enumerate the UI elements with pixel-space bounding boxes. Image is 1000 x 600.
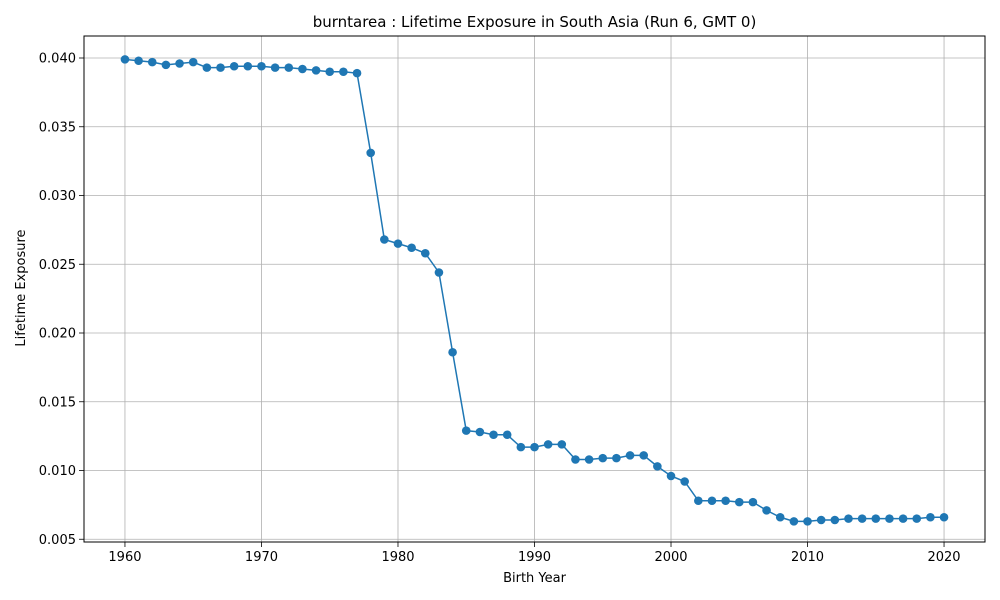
data-point [284,63,294,72]
data-point [475,427,485,437]
data-point [748,497,758,507]
data-point [243,61,253,71]
grid-lines [84,36,985,542]
data-point [229,61,239,71]
x-tick-label: 1990 [518,550,551,565]
plot-frame [83,35,986,543]
data-point [407,243,416,253]
y-tick-label: 0.025 [39,258,76,273]
data-point [871,514,881,523]
data-point [502,430,512,440]
data-point [912,514,922,523]
data-point [339,67,348,77]
data-point [721,496,730,506]
y-tick-label: 0.020 [39,327,76,342]
y-tick-label: 0.015 [39,395,76,410]
data-point [598,453,608,463]
x-axis-ticks: 1960 1970 1980 1990 2000 2010 2020 [108,542,961,565]
data-point [461,426,471,435]
data-point [734,497,744,507]
data-point [188,57,198,67]
data-point [762,506,771,515]
data-point [311,66,321,75]
data-point [175,59,184,68]
data-point [803,517,812,526]
data-point [571,455,580,464]
data-point [543,440,553,449]
y-axis-ticks: 0.005 0.010 0.015 0.020 0.025 0.030 0.035 0.040 [39,52,84,548]
data-point [448,347,457,357]
data-point [366,148,375,158]
y-axis-title: Lifetime Exposure [14,229,29,346]
data-point [844,514,853,523]
data-point [352,68,362,78]
data-point [830,515,840,525]
data-point [298,64,307,74]
series-layer [120,55,949,526]
data-point [584,455,594,464]
x-tick-label: 2000 [654,550,687,565]
data-point [707,496,717,506]
data-point [257,61,266,71]
data-point [857,514,867,523]
data-point [680,477,689,486]
x-tick-label: 2010 [791,550,824,565]
data-point [516,442,526,452]
data-point [557,440,567,449]
data-point [639,451,649,460]
x-tick-label: 1960 [108,550,141,565]
y-tick-label: 0.040 [39,52,76,67]
x-tick-label: 2020 [927,550,960,565]
data-point [625,451,635,460]
data-point [489,430,498,440]
data-point [216,63,225,72]
chart-title: burntarea : Lifetime Exposure in South A… [313,13,757,31]
data-point [885,514,894,523]
data-point [380,235,389,244]
data-point [434,268,444,277]
data-point [898,514,908,523]
data-point [694,496,703,506]
data-point [939,512,949,522]
data-point [325,67,335,77]
data-point [816,515,826,525]
y-tick-label: 0.010 [39,464,76,479]
data-point [926,512,935,522]
data-point [775,512,785,522]
data-point [530,442,539,452]
x-tick-label: 1980 [381,550,414,565]
x-axis-title: Birth Year [503,571,567,586]
data-point [120,55,130,64]
data-point [666,471,676,481]
data-point [612,453,621,463]
y-tick-label: 0.005 [39,533,76,548]
data-point [147,57,157,67]
y-tick-label: 0.030 [39,189,76,204]
data-point [653,462,662,471]
data-point [134,56,143,66]
data-point [393,239,403,248]
y-tick-label: 0.035 [39,120,76,135]
x-tick-label: 1970 [245,550,278,565]
data-point [270,63,280,72]
data-point [202,63,212,72]
data-point [420,248,430,258]
data-point [161,60,171,70]
data-point [789,517,799,526]
